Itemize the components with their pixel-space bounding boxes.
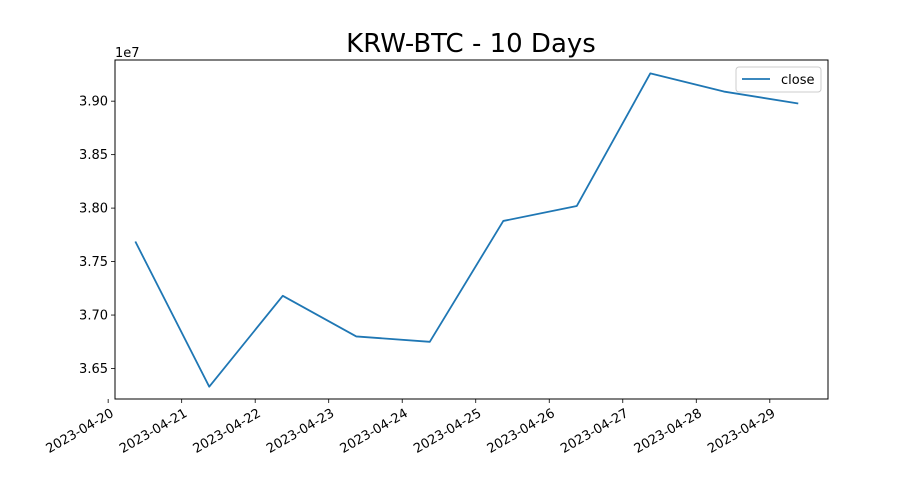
x-tick-label: 2023-04-23 (264, 406, 337, 457)
x-tick-label: 2023-04-22 (191, 406, 264, 457)
y-tick-label: 3.80 (79, 202, 108, 217)
x-tick-label: 2023-04-28 (632, 406, 705, 457)
x-tick-label: 2023-04-24 (338, 406, 411, 457)
x-tick-label: 2023-04-20 (44, 406, 117, 457)
x-tick-label: 2023-04-27 (558, 406, 631, 457)
y-tick-label: 3.65 (79, 362, 108, 377)
legend: close (736, 67, 821, 92)
series-line-close (136, 73, 798, 386)
plot-area-frame (115, 60, 828, 399)
x-tick-label: 2023-04-25 (411, 406, 484, 457)
y-axis: 3.65 3.70 3.75 3.80 3.85 3.90 (79, 95, 115, 377)
legend-label-close: close (781, 73, 814, 88)
chart-title: KRW-BTC - 10 Days (346, 29, 596, 59)
x-tick-label: 2023-04-26 (485, 406, 558, 457)
y-tick-label: 3.90 (79, 95, 108, 110)
x-tick-label: 2023-04-29 (705, 406, 778, 457)
y-tick-label: 3.75 (79, 255, 108, 270)
series-layer (136, 73, 798, 386)
y-tick-label: 3.70 (79, 309, 108, 324)
y-tick-label: 3.85 (79, 148, 108, 163)
x-tick-label: 2023-04-21 (117, 406, 190, 457)
y-axis-offset-label: 1e7 (115, 46, 140, 61)
